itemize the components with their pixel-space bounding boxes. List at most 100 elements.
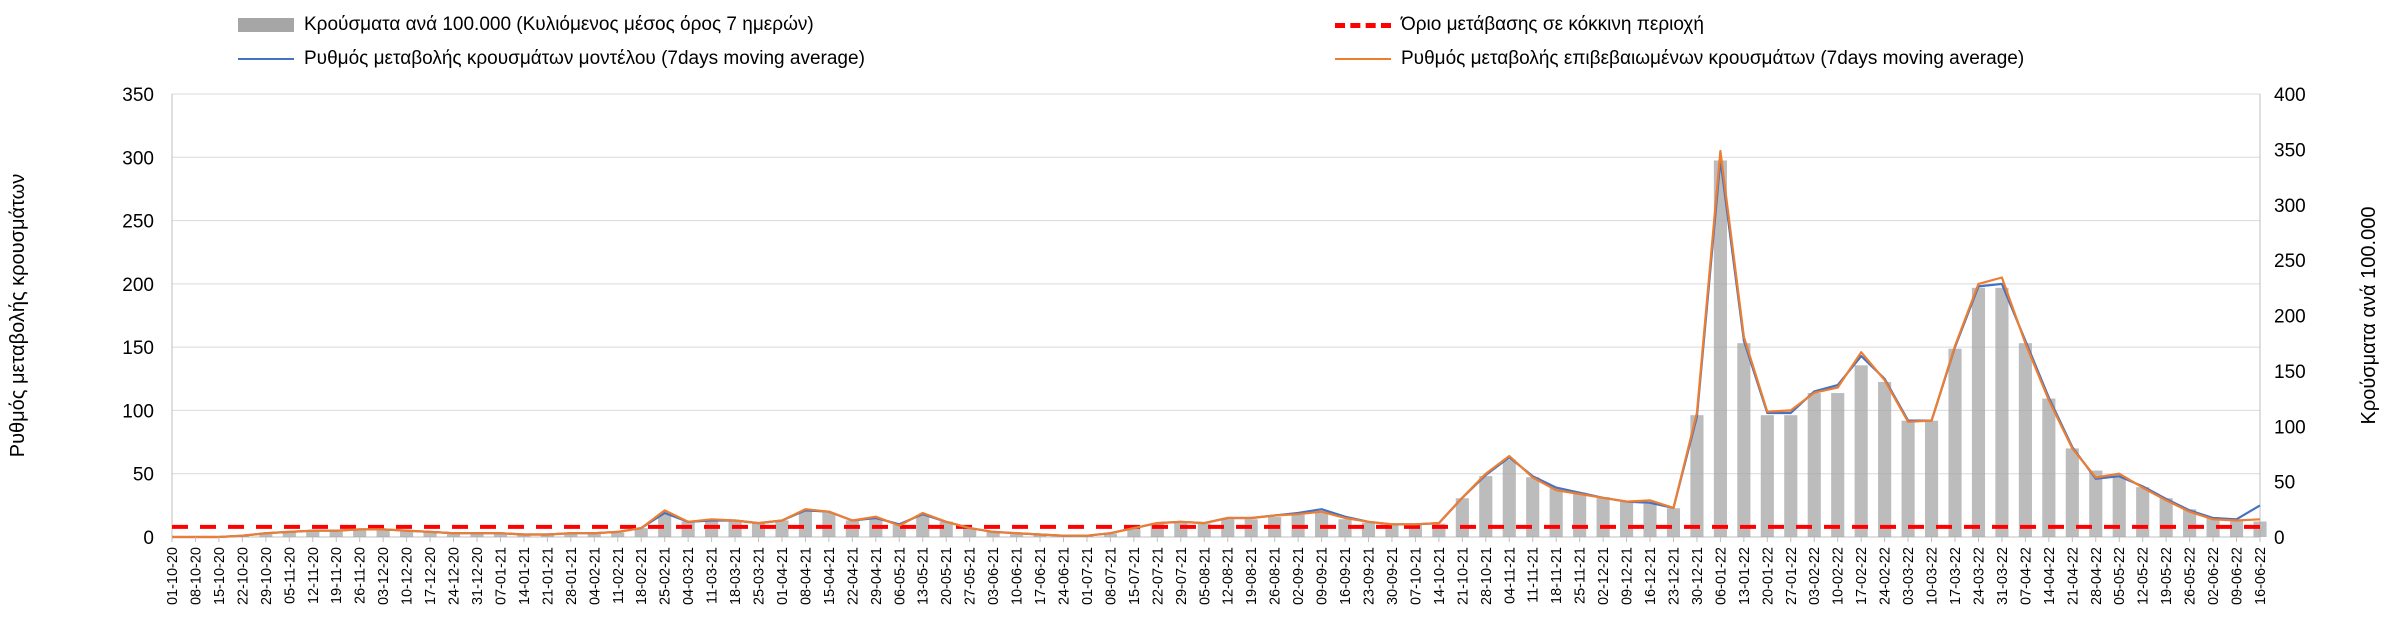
y-right-tick-label: 300 — [2274, 196, 2306, 217]
bar-cases — [1901, 420, 1915, 537]
y-right-tick-label: 400 — [2274, 85, 2306, 106]
legend-bars: Κρούσματα ανά 100.000 (Κυλιόμενος μέσος … — [238, 14, 814, 36]
bar-cases — [1807, 393, 1821, 537]
bar-cases — [329, 531, 343, 537]
x-tick-label: 02-06-22 — [2206, 547, 2222, 605]
bar-cases — [798, 511, 813, 537]
bar-cases — [1502, 459, 1516, 537]
x-tick-label: 01-04-21 — [775, 547, 791, 605]
x-tick-label: 17-06-21 — [1033, 547, 1049, 605]
bar-cases — [423, 532, 437, 537]
x-tick-label: 28-10-21 — [1479, 547, 1495, 605]
bar-cases — [1831, 393, 1845, 537]
bar-cases — [1479, 476, 1493, 537]
bar-cases — [1361, 522, 1376, 537]
x-tick-label: 17-03-22 — [1948, 547, 1964, 605]
y-right-tick-label: 350 — [2274, 140, 2306, 161]
series-line-model — [172, 158, 2261, 539]
x-tick-label: 19-05-22 — [2159, 547, 2175, 605]
bar-cases — [986, 531, 1000, 537]
x-tick-label: 18-02-21 — [634, 547, 650, 605]
bar-cases — [1526, 477, 1540, 537]
x-tick-label: 30-09-21 — [1385, 547, 1401, 605]
x-tick-label: 21-04-22 — [2065, 547, 2081, 605]
x-tick-label: 24-06-21 — [1057, 547, 1073, 605]
x-tick-label: 24-03-22 — [1971, 547, 1987, 605]
x-tick-label: 18-11-21 — [1549, 547, 1565, 604]
x-tick-label: 10-03-22 — [1925, 547, 1941, 605]
bar-cases — [658, 513, 672, 537]
legend-confirmed: Ρυθμός μεταβολής επιβεβαιωμένων κρουσμάτ… — [1335, 48, 2024, 70]
x-tick-label: 25-11-21 — [1573, 547, 1589, 604]
x-tick-label: 17-12-20 — [423, 547, 439, 605]
bar-cases — [2253, 521, 2267, 537]
y-left-tick-label: 50 — [133, 465, 154, 486]
x-tick-label: 07-04-22 — [2018, 547, 2034, 605]
legend-bars-swatch — [238, 18, 294, 32]
x-tick-label: 28-01-21 — [564, 547, 580, 605]
bar-cases — [1127, 528, 1141, 537]
x-tick-label: 14-10-21 — [1432, 547, 1448, 605]
x-tick-label: 04-02-21 — [587, 547, 603, 605]
bar-cases — [1549, 488, 1563, 537]
bar-cases — [916, 514, 930, 537]
legend-bars-label: Κρούσματα ανά 100.000 (Κυλιόμενος μέσος … — [304, 14, 814, 35]
x-tick-label: 31-03-22 — [1995, 547, 2011, 605]
bar-cases — [634, 528, 648, 537]
bar-cases — [1573, 492, 1587, 537]
x-tick-label: 23-09-21 — [1361, 547, 1377, 605]
bar-cases — [1643, 503, 1657, 537]
bar-cases — [306, 531, 320, 537]
x-tick-label: 30-12-21 — [1690, 547, 1706, 605]
x-tick-label: 28-04-22 — [2089, 547, 2105, 605]
bar-cases — [2159, 498, 2173, 537]
bar-cases — [1737, 343, 1751, 537]
x-tick-label: 22-10-20 — [235, 547, 251, 605]
series-line-confirmed — [172, 149, 2261, 539]
bar-cases — [751, 522, 766, 537]
y-right-tick-label: 150 — [2274, 362, 2306, 383]
bar-cases — [2042, 398, 2056, 537]
bar-cases — [1197, 523, 1211, 537]
bar-cases — [1619, 501, 1634, 537]
x-tick-label: 31-12-20 — [470, 547, 486, 605]
x-tick-label: 19-08-21 — [1244, 547, 1260, 605]
bar-cases — [822, 512, 836, 537]
x-tick-label: 24-12-20 — [447, 547, 463, 605]
bar-cases — [1948, 348, 1962, 537]
bar-cases — [564, 533, 578, 537]
bar-cases — [1995, 287, 2009, 537]
y-right-tick-label: 0 — [2274, 528, 2285, 549]
bar-cases — [587, 533, 601, 537]
bar-cases — [1103, 533, 1117, 537]
x-tick-label: 06-01-22 — [1713, 547, 1729, 605]
x-tick-label: 13-01-22 — [1737, 547, 1753, 605]
bar-cases — [2136, 487, 2150, 537]
x-tick-label: 19-11-20 — [329, 547, 345, 604]
x-tick-label: 25-03-21 — [752, 547, 768, 605]
bar-cases — [1315, 512, 1329, 537]
x-tick-label: 08-07-21 — [1103, 547, 1119, 605]
x-tick-label: 04-11-21 — [1502, 547, 1518, 604]
y-right-tick-label: 250 — [2274, 251, 2306, 272]
bar-cases — [1784, 415, 1798, 537]
y-left-tick-label: 200 — [122, 275, 154, 296]
x-tick-label: 09-09-21 — [1315, 547, 1331, 605]
y-left-tick-label: 250 — [122, 212, 154, 233]
x-tick-label: 27-01-22 — [1784, 547, 1800, 605]
x-tick-label: 14-04-22 — [2042, 547, 2058, 605]
x-tick-label: 17-02-22 — [1854, 547, 1870, 605]
x-tick-label: 03-02-22 — [1807, 547, 1823, 605]
bar-cases — [540, 534, 554, 537]
bar-cases — [611, 532, 625, 537]
x-tick-label: 15-07-21 — [1127, 547, 1143, 605]
bar-cases — [2183, 509, 2197, 537]
x-tick-label: 12-11-20 — [306, 547, 322, 604]
x-tick-label: 20-05-21 — [939, 547, 955, 605]
legend-threshold-swatch — [1335, 22, 1391, 28]
bar-cases — [446, 533, 461, 537]
x-tick-label: 23-12-21 — [1666, 547, 1682, 605]
x-tick-label: 12-08-21 — [1221, 547, 1237, 605]
x-tick-label: 07-10-21 — [1408, 547, 1424, 605]
